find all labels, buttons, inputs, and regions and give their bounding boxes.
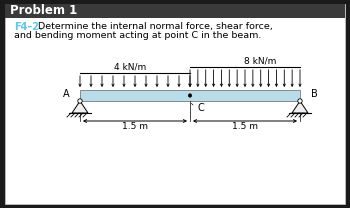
Polygon shape [292,101,308,113]
Text: 4 kN/m: 4 kN/m [114,62,146,71]
FancyBboxPatch shape [5,4,345,18]
Text: C: C [191,103,205,113]
Text: 1.5 m: 1.5 m [122,122,148,131]
Circle shape [298,99,302,103]
FancyBboxPatch shape [5,4,345,204]
Polygon shape [72,101,88,113]
Text: Problem 1: Problem 1 [10,5,77,17]
Text: F4–2.: F4–2. [14,22,43,32]
Text: B: B [311,89,317,99]
Circle shape [188,94,192,97]
Text: A: A [63,89,69,99]
Text: 1.5 m: 1.5 m [232,122,258,131]
Text: 8 kN/m: 8 kN/m [244,56,276,65]
Text: Determine the internal normal force, shear force,: Determine the internal normal force, she… [38,22,273,31]
FancyBboxPatch shape [80,90,300,101]
Text: and bending moment acting at point C in the beam.: and bending moment acting at point C in … [14,31,261,41]
Circle shape [78,99,82,103]
